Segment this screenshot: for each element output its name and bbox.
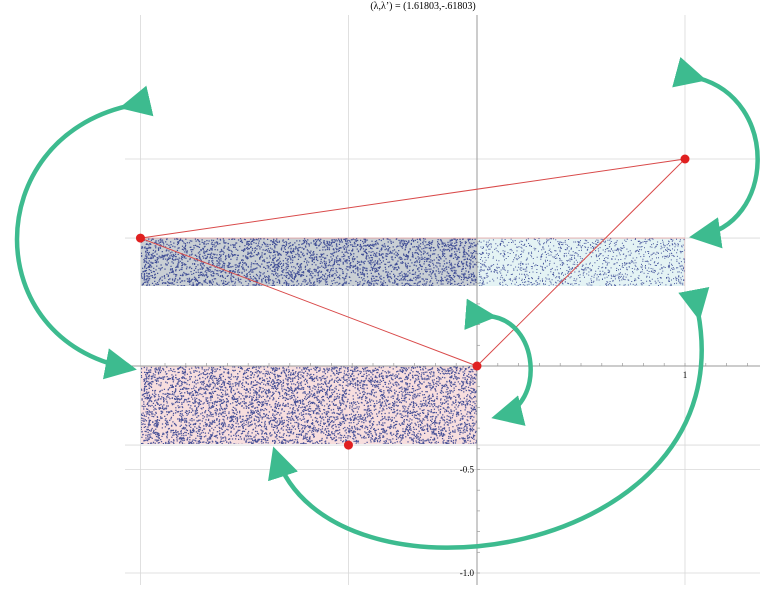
curved-arrow [672, 56, 760, 249]
scatter-dots [141, 238, 477, 286]
region [141, 237, 477, 286]
y-tick-label: -0.5 [460, 465, 475, 475]
scatter-dots [141, 366, 477, 444]
points [135, 154, 690, 450]
vertex-point [135, 233, 145, 243]
region [141, 365, 477, 444]
scatter-dots [477, 238, 685, 286]
grid-lines [125, 15, 760, 585]
curved-arrow [268, 286, 710, 550]
chart-title: (λ,λ’) = (1.61803,-.61803) [370, 1, 475, 12]
x-tick-label: 1 [683, 370, 688, 380]
tick-labels: 1 -0.5 -1.0 [460, 370, 688, 578]
vertex-point [680, 154, 690, 164]
vertex-point [472, 361, 482, 371]
arrows [14, 56, 760, 550]
vertex-point [343, 440, 353, 450]
curved-arrow [14, 85, 154, 380]
axes [125, 15, 760, 585]
y-tick-label: -1.0 [460, 568, 475, 578]
